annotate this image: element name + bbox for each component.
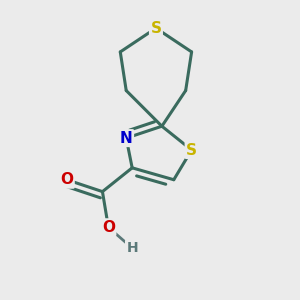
Text: N: N — [120, 130, 133, 146]
Text: H: H — [126, 241, 138, 255]
Text: S: S — [186, 142, 197, 158]
Text: O: O — [102, 220, 115, 235]
Text: O: O — [60, 172, 73, 187]
Text: S: S — [150, 21, 161, 36]
